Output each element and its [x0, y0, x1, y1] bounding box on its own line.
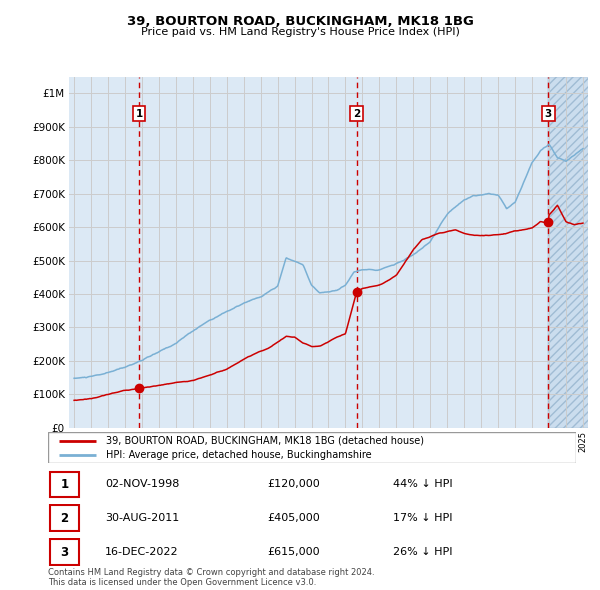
Text: 39, BOURTON ROAD, BUCKINGHAM, MK18 1BG (detached house): 39, BOURTON ROAD, BUCKINGHAM, MK18 1BG (…: [106, 435, 424, 445]
Text: £120,000: £120,000: [267, 480, 320, 489]
Text: 16-DEC-2022: 16-DEC-2022: [105, 548, 179, 557]
Text: Price paid vs. HM Land Registry's House Price Index (HPI): Price paid vs. HM Land Registry's House …: [140, 27, 460, 37]
Text: 3: 3: [545, 109, 552, 119]
Text: 17% ↓ HPI: 17% ↓ HPI: [393, 513, 452, 523]
Bar: [548, 77, 600, 428]
Text: Contains HM Land Registry data © Crown copyright and database right 2024.: Contains HM Land Registry data © Crown c…: [48, 568, 374, 577]
Text: 26% ↓ HPI: 26% ↓ HPI: [393, 548, 452, 557]
Text: 2: 2: [61, 512, 68, 525]
Text: 44% ↓ HPI: 44% ↓ HPI: [393, 480, 452, 489]
Text: £615,000: £615,000: [267, 548, 320, 557]
Text: £405,000: £405,000: [267, 513, 320, 523]
Text: This data is licensed under the Open Government Licence v3.0.: This data is licensed under the Open Gov…: [48, 578, 316, 587]
Text: 30-AUG-2011: 30-AUG-2011: [105, 513, 179, 523]
Text: 3: 3: [61, 546, 68, 559]
Text: 02-NOV-1998: 02-NOV-1998: [105, 480, 179, 489]
Text: 2: 2: [353, 109, 360, 119]
Bar: [548, 77, 600, 428]
Text: 39, BOURTON ROAD, BUCKINGHAM, MK18 1BG: 39, BOURTON ROAD, BUCKINGHAM, MK18 1BG: [127, 15, 473, 28]
Text: 1: 1: [61, 478, 68, 491]
Text: HPI: Average price, detached house, Buckinghamshire: HPI: Average price, detached house, Buck…: [106, 450, 372, 460]
Text: 1: 1: [136, 109, 143, 119]
